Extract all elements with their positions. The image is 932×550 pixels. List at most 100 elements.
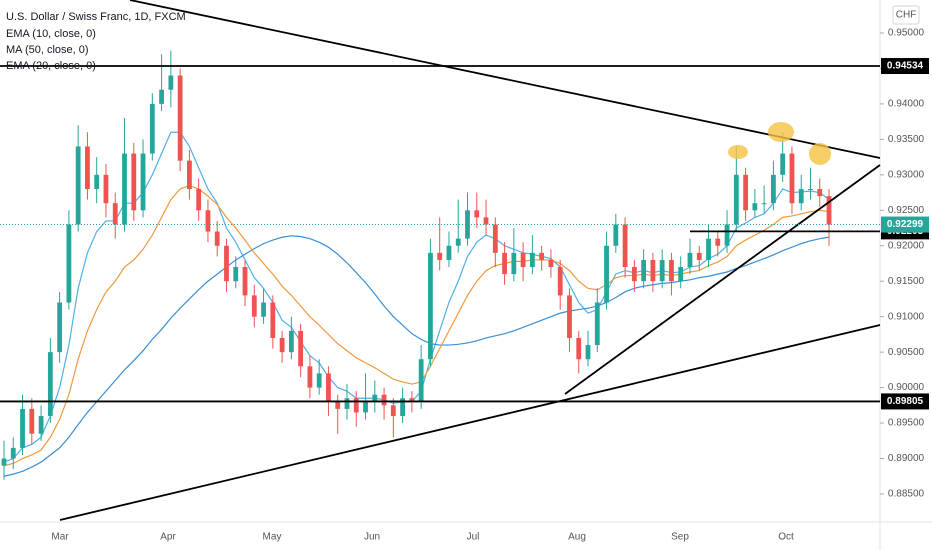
price-label: 0.94534 (887, 61, 924, 72)
candle-body (251, 295, 257, 317)
candle-body (696, 252, 702, 260)
indicator-line (3, 235, 830, 477)
x-tick-label: May (263, 532, 282, 543)
candle-body (437, 252, 443, 260)
candle-body (344, 398, 350, 409)
candle-body (733, 174, 739, 225)
candle-body (131, 153, 137, 211)
highlight (768, 122, 794, 142)
y-tick-label: 0.92500 (888, 205, 925, 216)
candle-body (66, 224, 72, 303)
candle-body (567, 295, 572, 338)
candle-body (29, 408, 35, 434)
candle-body (187, 160, 192, 190)
candle-body (446, 245, 452, 260)
price-label-bg (881, 58, 929, 75)
x-tick-label: Jul (467, 532, 480, 543)
candle-body (316, 373, 322, 388)
candle-body (112, 203, 118, 225)
candle-body (613, 224, 619, 246)
candle-body (474, 210, 480, 218)
candle-body (390, 405, 396, 416)
price-label: 0.92299 (887, 219, 924, 230)
candle-body (363, 401, 368, 413)
candle-body (622, 224, 628, 268)
candle-body (678, 267, 684, 282)
x-tick-label: Oct (778, 532, 794, 543)
candle-body (650, 259, 656, 282)
candle-body (270, 302, 276, 338)
candle-body (196, 189, 202, 211)
y-tick-label: 0.92000 (888, 240, 925, 251)
candle-body (761, 203, 767, 205)
candle-body (298, 330, 304, 367)
candle-body (409, 398, 415, 402)
candle-body (103, 174, 109, 204)
y-tick-label: 0.88500 (888, 489, 925, 500)
candle-body (94, 174, 100, 190)
y-tick-label: 0.95000 (888, 28, 925, 39)
y-tick-label: 0.89500 (888, 418, 925, 429)
trend-line (564, 164, 881, 395)
candle-body (57, 302, 63, 353)
x-tick-label: Jun (364, 532, 380, 543)
candle-body (465, 210, 470, 239)
y-tick-label: 0.89000 (888, 453, 925, 464)
currency-box[interactable] (892, 5, 920, 25)
candle-body (771, 174, 776, 204)
x-tick-label: Sep (671, 532, 689, 543)
candle-body (529, 252, 535, 268)
candle-body (288, 330, 294, 353)
candle-body (659, 259, 665, 282)
candle-body (715, 238, 721, 246)
candle-body (85, 146, 90, 190)
candle-body (224, 245, 229, 282)
candle-body (669, 259, 674, 282)
candle-body (1, 458, 7, 466)
candle-body (539, 252, 545, 260)
candle-body (159, 89, 164, 104)
highlight (728, 145, 748, 159)
candle-body (372, 394, 378, 402)
candle-body (492, 224, 498, 253)
candle-body (279, 337, 285, 353)
candle-body (20, 408, 25, 448)
legend-entry: EMA (20, close, 0) (6, 60, 96, 72)
candle-body (520, 252, 526, 268)
candle-body (706, 238, 711, 260)
candle-body (140, 153, 146, 211)
y-tick-label: 0.90500 (888, 347, 925, 358)
candle-body (502, 252, 507, 275)
candle-body (594, 302, 600, 346)
candle-body (687, 252, 693, 268)
candle-body (752, 203, 758, 211)
legend-entry: EMA (10, close, 0) (6, 28, 96, 40)
candle-body (353, 398, 359, 413)
candle-body (631, 267, 637, 282)
candle-body (381, 394, 387, 406)
candle-body (38, 415, 44, 434)
candle-body (641, 259, 647, 282)
y-tick-label: 0.93500 (888, 134, 925, 145)
candle-body (168, 75, 174, 90)
candle-body (400, 398, 406, 416)
candle-body (455, 238, 461, 246)
candle-body (205, 210, 211, 232)
candle-body (585, 345, 591, 360)
y-tick-label: 0.93000 (888, 169, 925, 180)
y-tick-label: 0.91500 (888, 276, 925, 287)
y-tick-label: 0.91000 (888, 311, 925, 322)
x-tick-label: Mar (51, 532, 69, 543)
price-label-bg (881, 216, 929, 233)
x-tick-label: Apr (160, 532, 176, 543)
candle-body (483, 217, 489, 225)
y-tick-label: 0.94000 (888, 99, 925, 110)
trend-line (129, 0, 881, 159)
candle-body (149, 103, 155, 154)
price-label: 0.89805 (887, 396, 924, 407)
candle-body (743, 174, 748, 211)
candle-body (798, 189, 804, 204)
candle-body (335, 401, 341, 409)
